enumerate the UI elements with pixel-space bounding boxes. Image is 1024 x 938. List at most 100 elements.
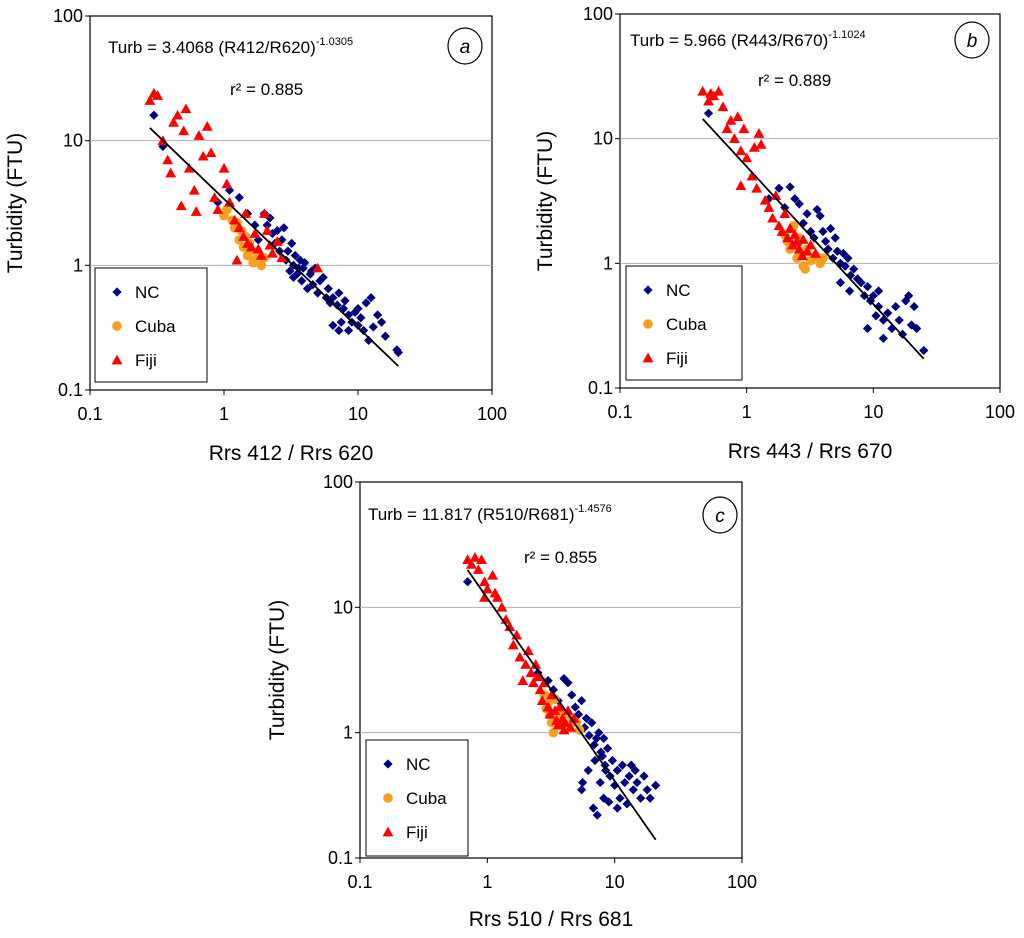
data-point-nc (919, 345, 929, 356)
data-point-nc (859, 291, 869, 301)
data-point-nc (366, 293, 376, 303)
data-point-nc (334, 288, 344, 298)
data-point-fiji (144, 95, 156, 105)
data-point-nc (630, 765, 640, 775)
data-point-nc (368, 322, 378, 332)
data-point-fiji (517, 675, 529, 685)
data-point-nc (624, 771, 634, 781)
panel-letter-circle (702, 496, 738, 534)
data-point-fiji (738, 123, 750, 134)
legend-marker-cuba (643, 319, 653, 329)
data-point-nc (785, 182, 795, 192)
panel-letter-circle (447, 27, 483, 65)
x-tick-label: 100 (985, 402, 1015, 422)
fit-equation-exponent: -1.1024 (828, 29, 865, 41)
data-point-fiji (212, 204, 224, 214)
data-point-fiji (784, 223, 796, 233)
fit-equation-base: Turb = 3.4068 (R412/R620) (108, 38, 316, 57)
data-point-nc (584, 730, 594, 741)
x-axis-label: Rrs 510 / Rrs 681 (469, 908, 634, 931)
x-tick-label: 10 (605, 872, 625, 892)
data-point-nc (610, 780, 620, 790)
y-tick-label: 0.1 (328, 848, 353, 868)
data-point-nc (790, 194, 800, 204)
data-point-fiji (525, 667, 537, 678)
data-point-nc (794, 199, 804, 209)
data-point-fiji (558, 724, 570, 735)
data-point-fiji (175, 200, 187, 211)
data-point-nc (356, 313, 366, 323)
data-point-fiji (717, 101, 729, 112)
legend: NC Cuba Fiji (625, 265, 743, 381)
legend-label-fiji: Fiji (666, 349, 688, 368)
data-point-nc (279, 223, 289, 233)
r-squared: r² = 0.885 (230, 80, 303, 99)
data-point-fiji (152, 90, 164, 100)
data-point-fiji (197, 150, 209, 161)
data-point-fiji (527, 677, 539, 688)
fit-equation: Turb = 11.817 (R510/R681)-1.4576 (368, 503, 612, 524)
data-point-nc (703, 108, 714, 118)
data-point-nc (838, 248, 848, 259)
data-point-cuba (548, 727, 559, 738)
y-tick-label: 100 (583, 4, 613, 24)
regression-line (466, 569, 657, 841)
y-axis-label: Turbidity (FTU) (4, 133, 27, 273)
data-point-fiji (193, 130, 205, 140)
panel-c: 0.1 1 10 100 0.1 1 10 100 Rrs 510 / Rrs 681 Turbi… (266, 472, 757, 931)
data-point-fiji (532, 671, 544, 681)
data-point-nc (887, 323, 897, 334)
data-point-fiji (520, 659, 532, 669)
panel-b: 0.1 1 10 100 0.1 1 10 100 Rrs 443 / Rrs 670 Turbi… (534, 4, 1015, 463)
data-point-nc (285, 266, 295, 276)
data-point-nc (288, 272, 299, 283)
data-point-fiji (190, 206, 202, 216)
data-point-fiji (554, 701, 566, 712)
data-point-nc (579, 722, 590, 733)
data-point-fiji (218, 162, 230, 173)
data-point-nc (849, 264, 859, 274)
regression-line (702, 118, 925, 360)
data-point-nc (306, 266, 317, 276)
data-point-fiji (466, 559, 477, 569)
data-point-nc (323, 284, 333, 294)
data-point-fiji (748, 142, 760, 152)
data-point-fiji (261, 225, 273, 235)
data-point-nc (297, 276, 307, 286)
data-point-fiji (178, 125, 190, 136)
data-point-nc (845, 286, 855, 296)
data-point-nc (353, 320, 363, 330)
data-point-nc (601, 765, 611, 775)
data-point-fiji (472, 564, 484, 574)
legend-label-nc: NC (666, 281, 691, 300)
y-tick-label: 10 (593, 129, 613, 149)
data-point-nc (343, 310, 354, 320)
data-point-nc (891, 301, 901, 312)
data-point-nc (798, 218, 808, 228)
legend-marker-fiji (642, 352, 654, 363)
data-point-nc (380, 331, 390, 341)
data-point-fiji (249, 228, 261, 238)
data-point-nc (615, 793, 625, 803)
y-tick-label: 1 (343, 723, 353, 743)
data-point-nc (607, 755, 618, 766)
legend-label-nc: NC (406, 755, 431, 774)
x-tick-label: 10 (348, 404, 368, 424)
panel-letter: b (967, 31, 978, 52)
data-point-nc (293, 263, 304, 273)
data-point-nc (845, 270, 856, 281)
data-point-fiji (487, 569, 499, 580)
legend-marker-fiji (382, 826, 394, 837)
y-tick-label: 100 (323, 472, 353, 492)
data-point-nc (636, 793, 646, 803)
data-point-fiji (697, 85, 709, 96)
legend-label-cuba: Cuba (666, 315, 707, 334)
data-point-nc (234, 192, 244, 203)
data-point-nc (328, 320, 338, 330)
data-point-fiji (504, 621, 516, 632)
x-tick-label: 10 (863, 402, 883, 422)
y-tick-label: 100 (53, 6, 83, 26)
data-point-nc (599, 733, 609, 744)
data-point-fiji (713, 85, 724, 96)
data-point-fiji (312, 262, 324, 273)
